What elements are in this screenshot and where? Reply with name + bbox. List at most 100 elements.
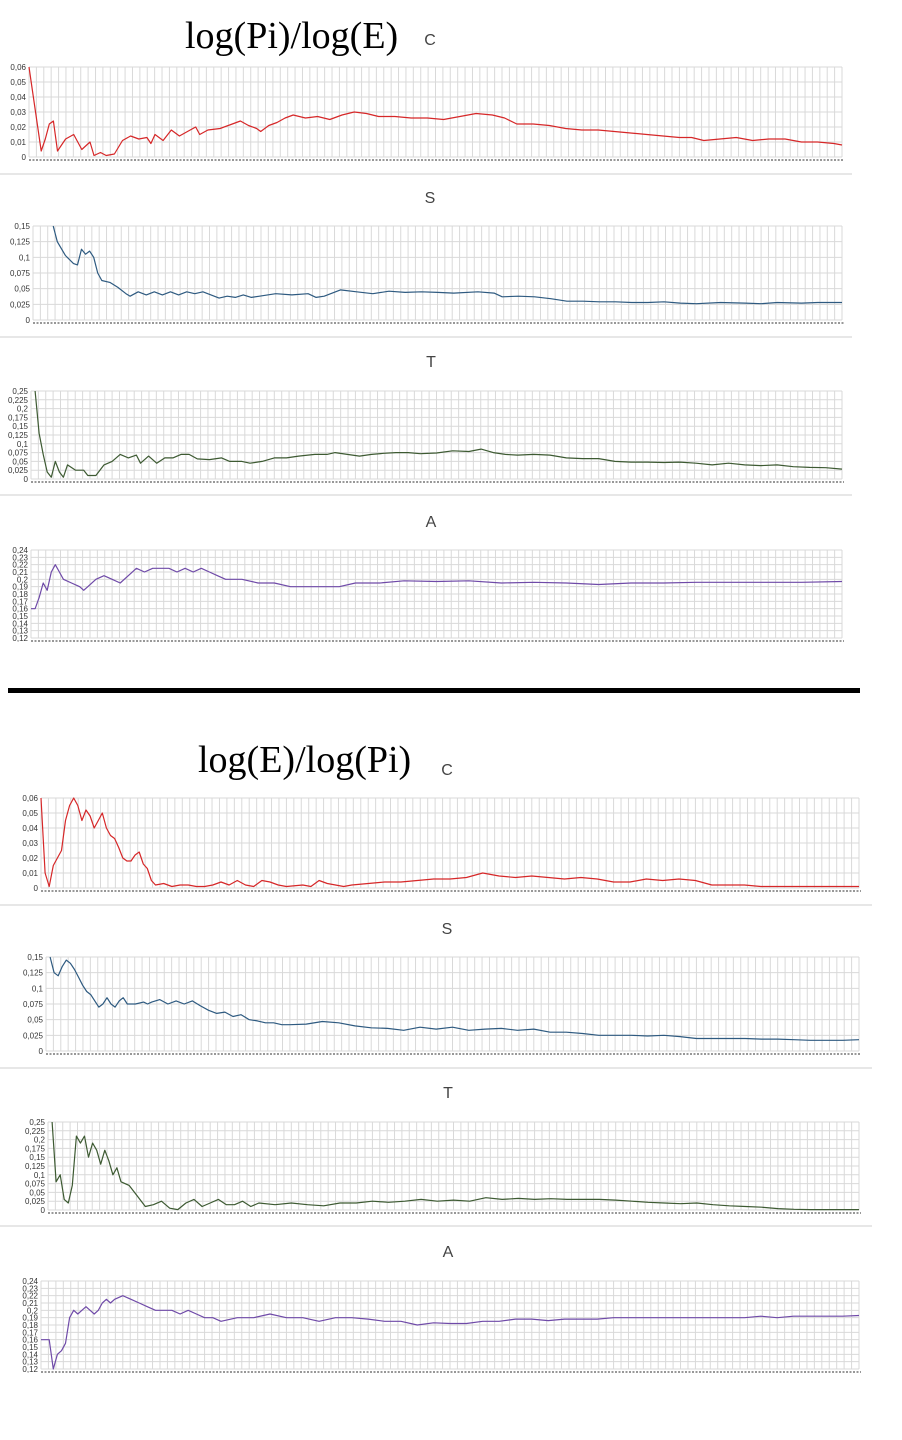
y-tick-label: 0,05	[29, 1188, 45, 1197]
y-tick-label: 0,05	[22, 809, 38, 818]
y-tick-label: 0,13	[22, 1358, 38, 1367]
y-tick-label: 0,1	[32, 984, 44, 993]
y-tick-label: 0,15	[29, 1153, 45, 1162]
y-tick-label: 0,22	[22, 1292, 38, 1301]
chart-label: C	[424, 32, 436, 49]
y-tick-label: 0,05	[27, 1016, 43, 1025]
chart-label: A	[443, 1244, 454, 1261]
y-tick-label: 0,14	[22, 1350, 38, 1359]
y-tick-label: 0,2	[27, 1306, 39, 1315]
y-tick-label: 0,06	[22, 794, 38, 803]
series-line	[52, 225, 842, 305]
chart-panel-1-A: A 0,240,230,220,210,20,190,180,170,160,15…	[12, 514, 844, 643]
y-tick-label: 0,15	[12, 612, 28, 621]
y-tick-label: 0,03	[10, 108, 26, 117]
y-tick-label: 0,075	[25, 1180, 46, 1189]
y-tick-label: 0,16	[12, 605, 28, 614]
chart-panel-1-S: S 0,15 0,125 0,1 0,075 0,05 0,025 0	[0, 190, 852, 338]
section-title-top: log(Pi)/log(E)	[185, 15, 398, 57]
series-line	[41, 1295, 860, 1370]
y-tick-label: 0,225	[25, 1127, 46, 1136]
series-line	[31, 564, 843, 610]
y-tick-label: 0,125	[10, 238, 31, 247]
y-tick-label: 0,18	[12, 590, 28, 599]
chart-panel-2-C: C 0,06 0,05 0,04 0,03 0,02 0,01 0	[0, 762, 872, 906]
section-divider	[8, 688, 860, 693]
y-tick-label: 0,18	[22, 1321, 38, 1330]
y-tick-label: 0,1	[19, 253, 31, 262]
y-tick-label: 0,25	[29, 1118, 45, 1127]
y-tick-label: 0,175	[25, 1144, 46, 1153]
y-tick-label: 0,2	[17, 405, 29, 414]
chart-label: A	[426, 514, 437, 531]
y-tick-label: 0,025	[25, 1197, 46, 1206]
y-tick-label: 0	[41, 1206, 46, 1215]
chart-label: C	[441, 762, 453, 779]
y-tick-label: 0,025	[23, 1031, 44, 1040]
y-tick-label: 0,06	[10, 63, 26, 72]
series-line	[51, 1121, 859, 1211]
y-tick-label: 0,13	[12, 627, 28, 636]
section-title-bottom: log(E)/log(Pi)	[198, 739, 411, 781]
chart-panel-2-S: S 0,15 0,125 0,1 0,075 0,05 0,025 0	[0, 921, 872, 1069]
y-tick-label: 0,225	[8, 396, 29, 405]
y-tick-label: 0	[34, 884, 39, 893]
y-tick-label: 0,15	[12, 422, 28, 431]
y-tick-label: 0,24	[22, 1277, 38, 1286]
y-tick-label: 0,15	[27, 953, 43, 962]
y-tick-label: 0,17	[22, 1328, 38, 1337]
y-tick-label: 0,19	[12, 583, 28, 592]
y-tick-label: 0,2	[34, 1136, 46, 1145]
y-tick-label: 0,22	[12, 561, 28, 570]
y-tick-label: 0,23	[12, 553, 28, 562]
y-tick-label: 0	[26, 316, 31, 325]
charts-container: C0,060,050,040,030,020,010S0,150,1250,10…	[0, 32, 872, 1374]
y-tick-label: 0,025	[10, 300, 31, 309]
y-tick-label: 0,02	[10, 123, 26, 132]
y-tick-label: 0,16	[22, 1336, 38, 1345]
y-tick-label: 0,05	[10, 78, 26, 87]
chart-panel-2-T: T0,250,2250,20,1750,150,1250,10,0750,050…	[0, 1085, 872, 1227]
y-tick-label: 0,04	[22, 824, 38, 833]
y-tick-label: 0,15	[14, 222, 30, 231]
chart-label: T	[443, 1085, 453, 1102]
y-tick-label: 0,01	[22, 869, 38, 878]
y-tick-label: 0,125	[23, 969, 44, 978]
y-tick-label: 0,19	[22, 1314, 38, 1323]
chart-panel-1-C: C 0,06 0,05 0,04 0,03 0,02 0,01 0	[0, 32, 852, 175]
y-tick-label: 0,15	[22, 1343, 38, 1352]
y-tick-label: 0,03	[22, 839, 38, 848]
y-tick-label: 0,04	[10, 93, 26, 102]
y-tick-label: 0,125	[8, 431, 29, 440]
y-tick-label: 0	[24, 475, 29, 484]
y-tick-label: 0,075	[23, 1000, 44, 1009]
series-line	[34, 390, 843, 478]
y-tick-label: 0,2	[17, 575, 29, 584]
series-line	[28, 66, 843, 157]
chart-panel-2-A: A 0,240,230,220,210,20,190,180,170,160,15…	[22, 1244, 861, 1374]
y-tick-label: 0,17	[12, 597, 28, 606]
y-tick-label: 0,125	[25, 1162, 46, 1171]
y-tick-label: 0,075	[8, 449, 29, 458]
y-tick-label: 0	[39, 1047, 44, 1056]
y-tick-label: 0,05	[12, 457, 28, 466]
chart-label: S	[442, 921, 453, 938]
y-tick-label: 0,23	[22, 1284, 38, 1293]
y-tick-label: 0	[22, 153, 27, 162]
y-tick-label: 0,05	[14, 285, 30, 294]
y-tick-label: 0,21	[12, 568, 28, 577]
series-line	[49, 956, 860, 1041]
y-tick-label: 0,25	[12, 387, 28, 396]
chart-label: S	[425, 190, 436, 207]
y-tick-label: 0,12	[12, 634, 28, 643]
series-line	[40, 797, 859, 888]
y-tick-label: 0,175	[8, 413, 29, 422]
y-tick-label: 0,21	[22, 1299, 38, 1308]
chart-label: T	[426, 354, 436, 371]
y-tick-label: 0,02	[22, 854, 38, 863]
y-tick-label: 0,1	[17, 440, 29, 449]
y-tick-label: 0,12	[22, 1365, 38, 1374]
y-tick-label: 0,24	[12, 546, 28, 555]
